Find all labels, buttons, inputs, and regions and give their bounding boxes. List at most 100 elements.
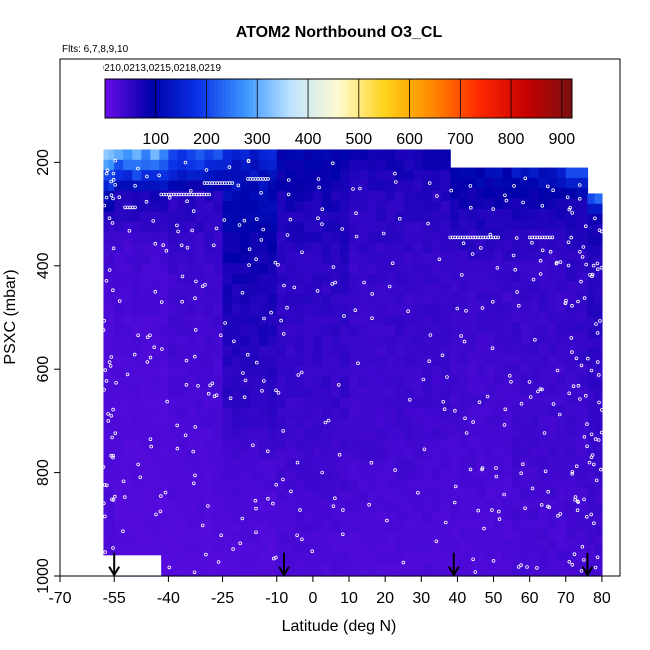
heatmap-cell <box>249 387 260 399</box>
heatmap-cell <box>321 304 332 316</box>
sample-point <box>512 184 516 188</box>
heatmap-cell <box>159 211 169 223</box>
heatmap-cell <box>385 376 396 388</box>
heatmap-cell <box>177 149 188 161</box>
heatmap-cell <box>150 211 160 223</box>
heatmap-cell <box>340 542 350 554</box>
heatmap-cell <box>303 397 314 409</box>
colorbar-segment <box>350 79 355 118</box>
heatmap-cell <box>502 312 513 324</box>
heatmap-cell <box>485 312 495 324</box>
heatmap-cell <box>565 322 578 334</box>
heatmap-cell <box>285 480 296 492</box>
heatmap-cell <box>431 335 442 347</box>
heatmap-cell <box>349 325 359 337</box>
sample-point <box>111 288 115 293</box>
heatmap-cell <box>177 439 188 450</box>
heatmap-cell <box>385 345 396 357</box>
heatmap-cell <box>385 428 396 440</box>
heatmap-cell <box>294 376 305 388</box>
y-tick-label: 800 <box>35 459 52 486</box>
heatmap-cell <box>123 345 133 357</box>
heatmap-cell <box>240 470 251 481</box>
colorbar-segment <box>147 79 153 118</box>
heatmap-cell <box>587 462 596 474</box>
heatmap-cell <box>529 570 540 577</box>
heatmap-cell <box>511 374 522 386</box>
heatmap-cell <box>385 480 396 492</box>
heatmap-cell <box>587 503 596 515</box>
heatmap-cell <box>204 366 215 378</box>
heatmap-cell <box>476 488 486 500</box>
heatmap-cell <box>186 490 197 502</box>
heatmap-cell <box>303 211 314 223</box>
heatmap-cell <box>312 366 323 378</box>
heatmap-cell <box>395 366 405 378</box>
heatmap-cell <box>222 511 233 523</box>
sample-point <box>515 290 519 294</box>
heatmap-cell <box>502 405 513 417</box>
heatmap-cell <box>367 201 378 213</box>
sample-point <box>491 558 496 563</box>
heatmap-cell <box>159 345 169 357</box>
heatmap-cell <box>385 314 396 326</box>
heatmap-cell <box>294 470 305 481</box>
colorbar-segment <box>381 79 386 118</box>
heatmap-cell <box>303 345 314 357</box>
heatmap-cell <box>267 159 278 171</box>
heatmap-cell <box>132 511 142 523</box>
heatmap-cell <box>476 426 486 438</box>
heatmap-cell <box>511 260 522 272</box>
sample-point <box>273 260 278 265</box>
heatmap-cell <box>576 415 589 427</box>
sample-point <box>111 546 115 550</box>
heatmap-cell <box>494 167 504 179</box>
heatmap-cell <box>267 366 278 378</box>
heatmap-cell <box>249 263 260 275</box>
sample-point <box>247 247 252 252</box>
heatmap-cell <box>285 190 296 202</box>
heatmap-cell <box>565 364 578 375</box>
heatmap-cell <box>159 407 169 419</box>
heatmap-cell <box>321 149 332 161</box>
heatmap-cell <box>485 239 495 251</box>
sample-point <box>254 257 258 262</box>
heatmap-cell <box>511 167 522 179</box>
heatmap-cell <box>303 501 314 512</box>
heatmap-cell <box>249 470 260 481</box>
heatmap-cell <box>349 521 359 533</box>
heatmap-cell <box>249 376 260 388</box>
heatmap-cell <box>376 573 387 577</box>
heatmap-cell <box>441 532 451 543</box>
heatmap-cell <box>213 490 224 502</box>
heatmap-cell <box>285 428 296 440</box>
heatmap-cell <box>276 221 287 233</box>
sample-point <box>443 520 448 525</box>
heatmap-cell <box>413 563 424 575</box>
sample-point <box>393 171 397 176</box>
heatmap-cell <box>587 493 596 505</box>
heatmap-cell <box>576 291 589 303</box>
heatmap-cell <box>485 343 495 355</box>
heatmap-cell <box>204 170 215 182</box>
heatmap-cell <box>594 472 603 484</box>
heatmap-cell <box>485 539 495 551</box>
colorbar-segment <box>225 79 231 118</box>
heatmap-cell <box>404 273 415 285</box>
heatmap-cell <box>594 462 603 474</box>
sample-point <box>288 217 293 222</box>
heatmap-cell <box>321 387 332 399</box>
heatmap-cell <box>413 304 424 316</box>
sample-point <box>109 179 113 184</box>
heatmap-cell <box>422 211 433 223</box>
sample-point <box>572 552 577 556</box>
heatmap-cell <box>294 418 305 430</box>
heatmap-cell <box>450 229 460 241</box>
heatmap-cell <box>376 201 387 213</box>
heatmap-cell <box>321 470 332 481</box>
heatmap-cell <box>114 480 124 492</box>
heatmap-cell <box>587 265 596 277</box>
sample-point <box>480 467 484 472</box>
heatmap-cell <box>511 229 522 241</box>
colorbar-segment <box>404 79 410 118</box>
